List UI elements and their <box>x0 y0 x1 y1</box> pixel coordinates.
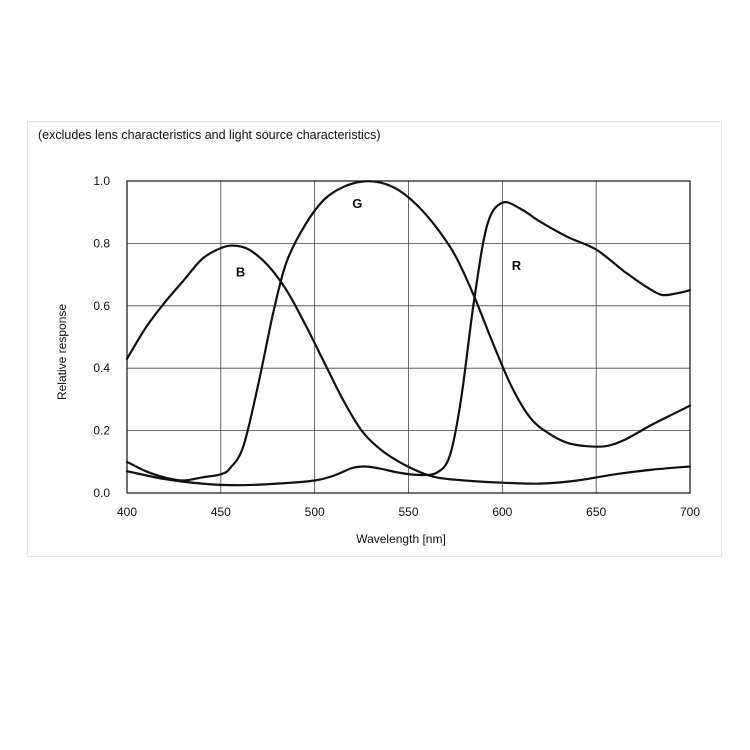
x-tick-label: 600 <box>492 505 512 519</box>
x-tick-label: 500 <box>305 505 325 519</box>
series-line-b <box>125 244 692 485</box>
y-tick-label: 0.0 <box>93 486 110 500</box>
x-tick-label: 400 <box>117 505 137 519</box>
y-tick-label: 1.0 <box>93 174 110 188</box>
series-labels: B G R <box>236 196 522 280</box>
y-tick-label: 0.8 <box>93 236 110 250</box>
y-tick-label: 0.4 <box>93 361 110 375</box>
chart-svg: 400 450 500 550 600 650 7000.00.20.40.60.81.0 … <box>55 174 700 546</box>
chart-figure: (excludes lens characteristics and light… <box>27 121 722 557</box>
series-label-g: G <box>352 196 362 211</box>
grid <box>127 181 690 493</box>
tick-labels: 400 450 500 550 600 650 700 0.0 0.2 0.4 0.6 0.8 1.0 <box>93 174 700 519</box>
series-label-b: B <box>236 264 245 279</box>
series-lines <box>125 180 692 487</box>
series-line-r <box>125 201 692 487</box>
y-axis-label: Relative response <box>55 304 69 400</box>
series-label-r: R <box>512 258 522 273</box>
chart-caption: (excludes lens characteristics and light… <box>38 128 381 142</box>
y-tick-label: 0.6 <box>93 299 110 313</box>
plot-frame <box>126 180 691 494</box>
x-tick-label: 650 <box>586 505 606 519</box>
series-line-g <box>125 180 692 482</box>
x-tick-label: 700 <box>680 505 700 519</box>
x-axis-label: Wavelength [nm] <box>356 532 446 546</box>
x-tick-label: 550 <box>398 505 418 519</box>
x-tick-label: 450 <box>211 505 231 519</box>
y-tick-label: 0.2 <box>93 424 110 438</box>
